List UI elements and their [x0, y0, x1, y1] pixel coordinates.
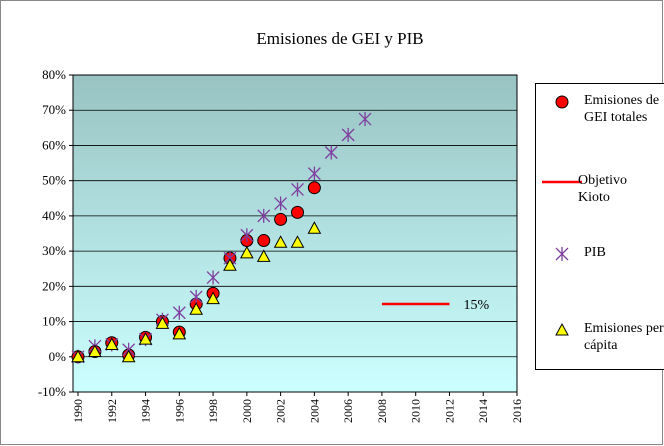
point: [189, 302, 204, 315]
x-tick-label: 2006: [341, 399, 355, 423]
x-tick-label: 2012: [442, 399, 456, 423]
y-tick-label: 80%: [42, 67, 66, 82]
legend-icon: [555, 322, 569, 336]
legend-icon: [555, 95, 569, 109]
legend-entry: PIB: [536, 244, 664, 304]
point: [71, 349, 85, 363]
point: [341, 127, 355, 142]
point: [358, 112, 372, 127]
point: [257, 208, 271, 223]
y-tick-label: -10%: [38, 384, 66, 399]
y-tick-label: 30%: [42, 243, 66, 258]
point: [555, 322, 569, 336]
y-tick-label: 50%: [42, 173, 66, 188]
point: [189, 289, 203, 304]
point: [307, 221, 322, 234]
legend-entry: Emisiones per cápita: [536, 320, 664, 380]
point: [291, 182, 304, 197]
point: [155, 316, 170, 329]
x-tick-label: 2014: [476, 399, 490, 423]
point: [291, 205, 304, 219]
x-tick-label: 2004: [307, 399, 321, 423]
point: [307, 166, 321, 181]
legend-label: Emisiones per cápita: [584, 321, 664, 353]
x-tick-label: 2000: [240, 399, 254, 423]
point: [240, 228, 254, 243]
x-tick-label: 2002: [274, 399, 288, 423]
y-tick-label: 10%: [42, 314, 66, 329]
point: [121, 349, 136, 363]
x-tick-label: 1992: [105, 399, 119, 423]
point: [324, 145, 338, 160]
annotation: 15%: [463, 298, 489, 313]
point: [206, 291, 220, 305]
point: [555, 95, 569, 109]
legend-label: PIB: [584, 245, 606, 260]
point: [223, 258, 237, 271]
x-tick-label: 1990: [71, 399, 85, 423]
point: [206, 270, 220, 285]
point: [274, 196, 288, 211]
legend-icon: [555, 247, 569, 261]
point: [290, 235, 305, 248]
x-tick-label: 2016: [510, 399, 524, 423]
legend-entry: Objetivo Kioto: [536, 172, 664, 232]
chart-title: Emisiones de GEI y PIB: [256, 29, 423, 48]
point: [257, 234, 271, 248]
point: [555, 247, 569, 261]
point: [104, 337, 119, 350]
x-tick-label: 2010: [409, 399, 423, 423]
y-tick-label: 70%: [42, 102, 66, 117]
point: [240, 245, 254, 259]
legend: Emisiones de GEI totales Objetivo Kioto PI…: [535, 83, 664, 370]
legend-label: Objetivo Kioto: [578, 173, 627, 205]
point: [307, 181, 321, 195]
point: [172, 305, 186, 320]
x-tick-label: 1998: [206, 399, 220, 423]
point: [88, 344, 102, 357]
point: [172, 326, 187, 340]
point: [274, 212, 288, 226]
point: [273, 235, 288, 248]
y-tick-label: 60%: [42, 137, 66, 152]
y-tick-label: 0%: [49, 349, 67, 364]
legend-label: Emisiones de GEI totales: [584, 93, 660, 125]
x-tick-label: 1994: [139, 399, 153, 423]
y-tick-label: 40%: [42, 208, 66, 223]
x-tick-label: 1996: [172, 399, 186, 423]
y-tick-label: 20%: [42, 278, 66, 293]
legend-entry: Emisiones de GEI totales: [536, 92, 664, 152]
x-tick-label: 2008: [375, 399, 389, 423]
legend-icon: [542, 180, 582, 184]
point: [138, 332, 153, 345]
point: [256, 249, 271, 262]
